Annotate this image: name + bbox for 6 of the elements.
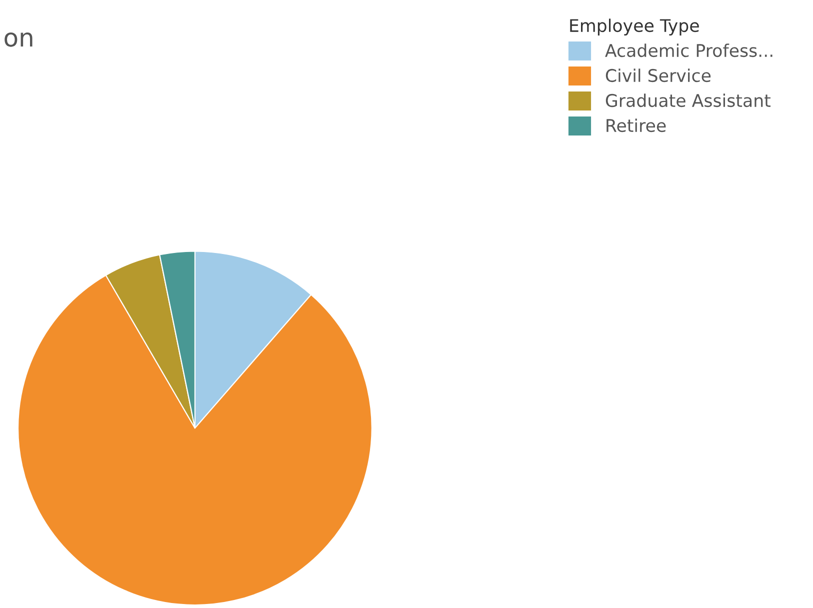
legend-title: Employee Type	[570, 18, 699, 36]
legend-label: Retiree	[606, 118, 666, 132]
legend-label: Academic Profess...	[605, 44, 772, 58]
chart-title: on	[4, 32, 32, 47]
legend-label: Graduate Assistant	[606, 94, 770, 108]
legend-label: Civil Service	[606, 68, 711, 82]
